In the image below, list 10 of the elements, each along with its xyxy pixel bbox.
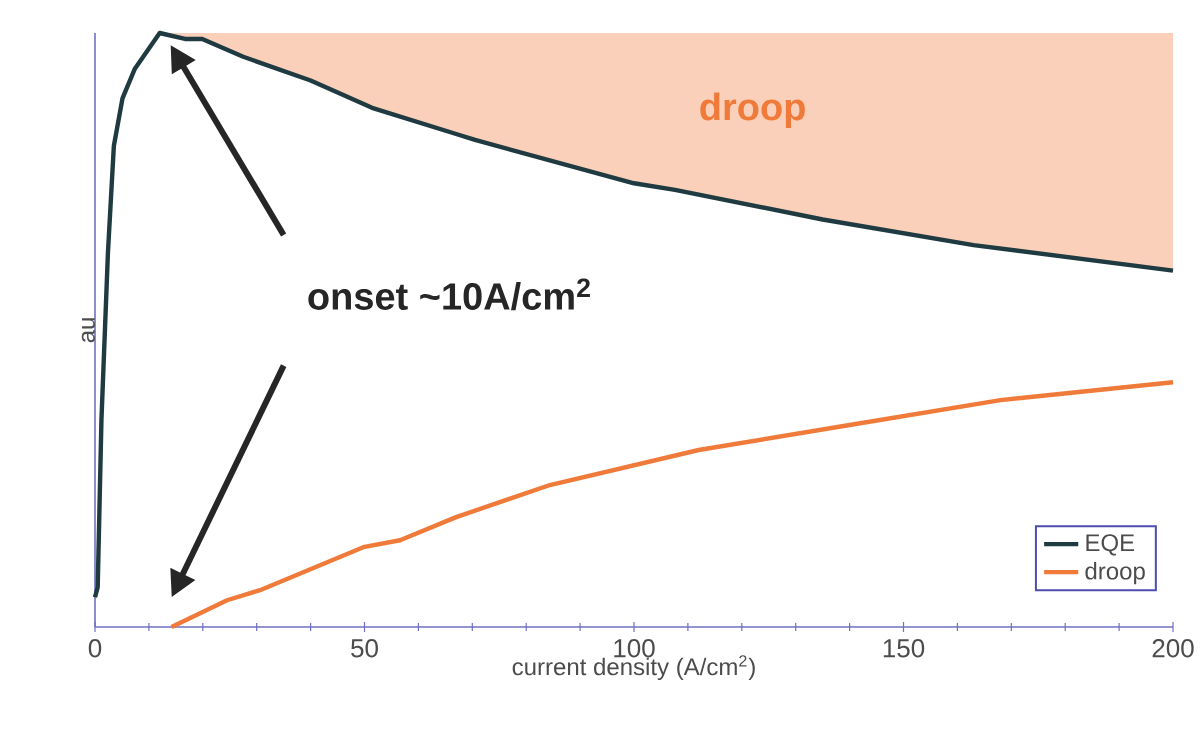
x-tick-label: 50 <box>351 639 378 658</box>
y-axis-title: au <box>81 318 95 343</box>
legend-label: EQE <box>1086 534 1135 556</box>
x-tick-label: 0 <box>88 639 102 658</box>
annotation: onset ~10A/cm$^{2}$ <box>308 278 590 311</box>
x-tick-label: 200 <box>1152 639 1194 658</box>
x-tick-label: 150 <box>883 639 925 658</box>
legend-label: droop <box>1085 561 1145 585</box>
x-tick-label: 100 <box>614 639 655 658</box>
annotation: droop <box>700 92 805 128</box>
